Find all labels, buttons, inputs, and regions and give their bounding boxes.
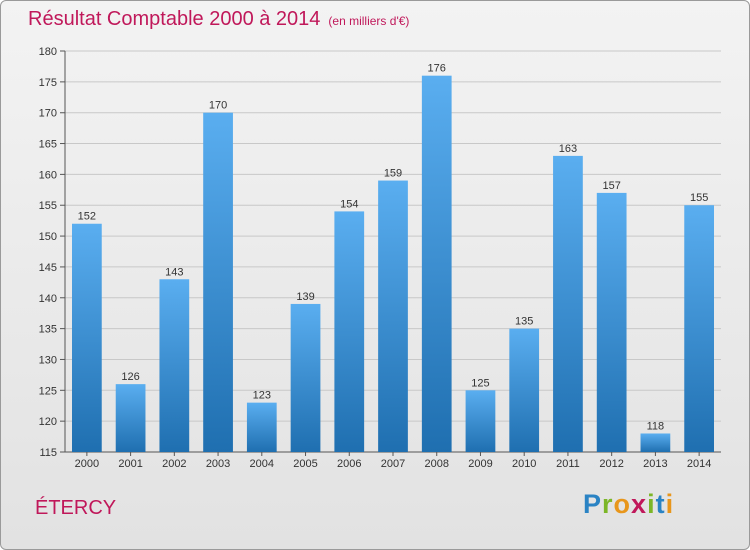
- data-label-2009: 125: [471, 377, 489, 389]
- x-tick-label-2013: 2013: [643, 458, 667, 470]
- bar-2010: [509, 328, 540, 452]
- chart-title-text: Résultat Comptable 2000 à 2014: [28, 8, 321, 30]
- bar-2013: [640, 433, 671, 452]
- data-label-2013: 118: [647, 420, 665, 432]
- bar-2008: [421, 75, 452, 452]
- bar-2004: [246, 402, 277, 452]
- bar-2011: [553, 155, 583, 452]
- y-tick-label: 175: [39, 77, 57, 89]
- bar-2003: [203, 112, 233, 452]
- x-tick-label-2001: 2001: [118, 458, 142, 470]
- y-tick-label: 160: [39, 169, 57, 181]
- data-label-2000: 152: [78, 211, 96, 223]
- y-tick-label: 180: [39, 46, 57, 58]
- data-label-2005: 139: [296, 291, 314, 303]
- x-tick-label-2008: 2008: [424, 458, 448, 470]
- bar-2007: [378, 180, 408, 453]
- x-tick-label-2002: 2002: [162, 458, 186, 470]
- logo-letter-i: i: [647, 489, 656, 519]
- y-tick-label: 165: [39, 139, 57, 151]
- y-tick-label: 170: [39, 108, 57, 120]
- location-name: ÉTERCY: [35, 497, 117, 519]
- y-tick-label: 145: [39, 262, 57, 274]
- y-tick-label: 130: [39, 354, 57, 366]
- bar-2014: [684, 205, 715, 452]
- data-label-2006: 154: [340, 198, 358, 210]
- x-tick-label-2014: 2014: [687, 458, 711, 470]
- logo-letter-p: P: [583, 489, 603, 519]
- bar-2012: [596, 192, 627, 452]
- logo-letter-o: o: [613, 489, 632, 519]
- logo-letter-t: t: [655, 489, 666, 519]
- data-label-2003: 170: [209, 100, 227, 112]
- x-tick-label-2012: 2012: [599, 458, 623, 470]
- data-label-2012: 157: [602, 180, 620, 192]
- bar-2009: [465, 390, 496, 452]
- data-label-2002: 143: [165, 266, 183, 278]
- logo-letter-r: r: [602, 489, 614, 519]
- data-label-2010: 135: [515, 316, 533, 328]
- bar-2006: [334, 211, 365, 452]
- y-tick-label: 140: [39, 293, 57, 305]
- y-tick-label: 115: [39, 447, 57, 459]
- bar-2002: [159, 279, 190, 452]
- x-tick-label-2004: 2004: [250, 458, 274, 470]
- x-tick-label-2005: 2005: [293, 458, 317, 470]
- bar-2005: [290, 303, 321, 452]
- x-tick-label-2006: 2006: [337, 458, 361, 470]
- y-tick-label: 135: [39, 324, 57, 336]
- data-label-2014: 155: [690, 192, 708, 204]
- logo-letter-i2: i: [665, 489, 675, 519]
- x-tick-label-2003: 2003: [206, 458, 230, 470]
- proxiti-logo[interactable]: Proxiti: [583, 489, 674, 520]
- data-label-2004: 123: [253, 390, 271, 402]
- y-tick-label: 155: [39, 200, 57, 212]
- data-label-2001: 126: [121, 371, 139, 383]
- x-tick-label-2009: 2009: [468, 458, 492, 470]
- x-tick-label-2000: 2000: [75, 458, 99, 470]
- logo-letter-x: x: [631, 489, 648, 519]
- chart-subtitle: (en milliers d'€): [328, 14, 410, 28]
- x-tick-label-2011: 2011: [556, 458, 580, 470]
- y-tick-label: 125: [39, 385, 57, 397]
- chart-title: Résultat Comptable 2000 à 2014 (en millie…: [28, 8, 409, 31]
- data-label-2007: 159: [384, 168, 402, 180]
- data-label-2011: 163: [559, 143, 577, 155]
- bar-2001: [115, 384, 146, 452]
- y-tick-label: 150: [39, 231, 57, 243]
- y-tick-label: 120: [39, 416, 57, 428]
- x-tick-label-2010: 2010: [512, 458, 536, 470]
- x-tick-label-2007: 2007: [381, 458, 405, 470]
- data-label-2008: 176: [428, 63, 446, 75]
- bar-2000: [71, 223, 102, 452]
